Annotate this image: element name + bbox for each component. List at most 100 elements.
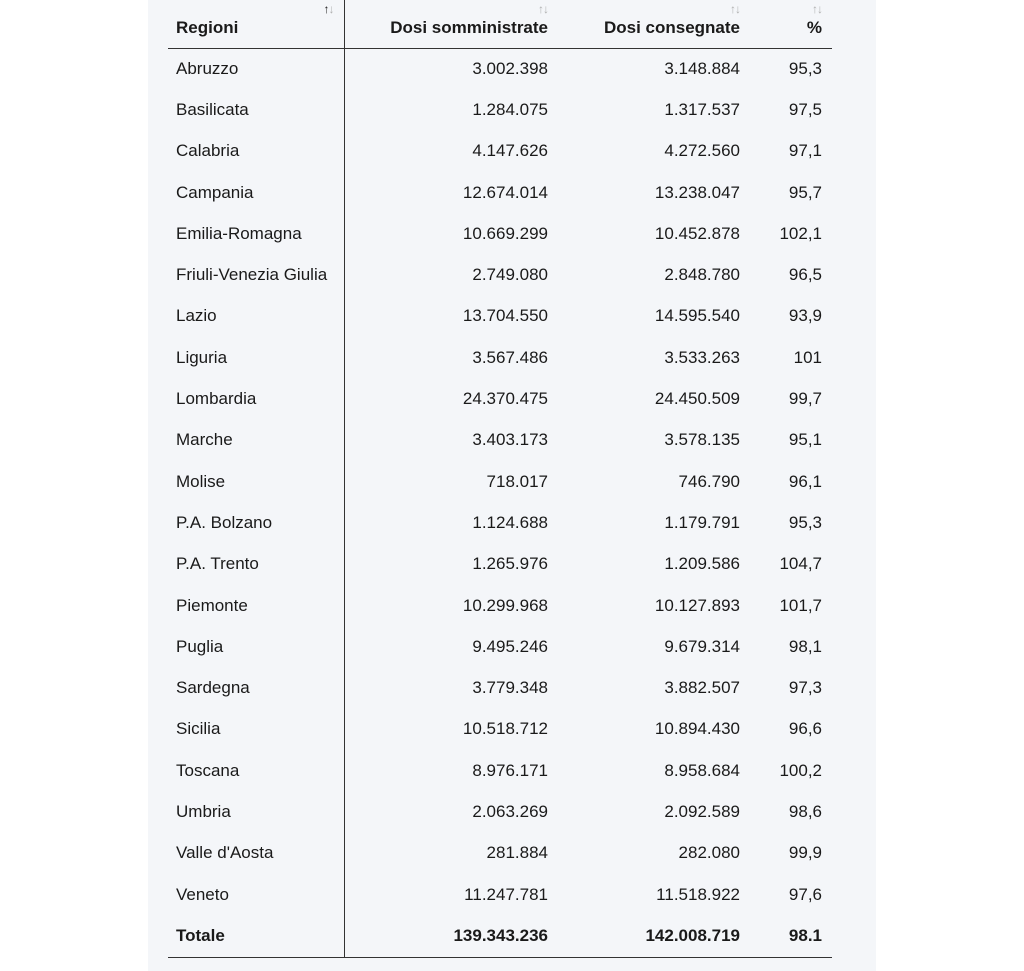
- cell-administered: 10.299.968: [462, 595, 548, 615]
- cell-administered: 13.704.550: [462, 306, 548, 326]
- cell-delivered: 2.848.780: [664, 265, 740, 285]
- cell-delivered: 282.080: [678, 843, 740, 863]
- column-header-administered[interactable]: ↑↓ Dosi somministrate: [344, 0, 558, 49]
- cell-delivered: 10.127.893: [654, 595, 740, 615]
- cell-percent: 93,9: [788, 306, 822, 326]
- cell-region: Sardegna: [168, 667, 345, 709]
- cell-administered: 8.976.171: [472, 760, 548, 780]
- cell-delivered: 10.894.430: [654, 719, 740, 739]
- table-total-row: Totale 139.343.236 142.008.719 98.1: [168, 915, 832, 958]
- cell-percent: 98,6: [788, 801, 822, 821]
- table-row: Molise 718.017 746.790 96,1: [168, 460, 832, 503]
- vaccine-doses-table: ↑↓ Regioni ↑↓ Dosi somministrate ↑↓ Dosi…: [168, 0, 832, 958]
- cell-region: Liguria: [168, 337, 345, 379]
- cell-region: Lombardia: [168, 378, 345, 420]
- cell-delivered: 1.317.537: [664, 99, 740, 119]
- table-row: Valle d'Aosta 281.884 282.080 99,9: [168, 832, 832, 874]
- cell-percent: 95,1: [788, 430, 822, 450]
- cell-administered: 9.495.246: [472, 636, 548, 656]
- cell-delivered: 2.092.589: [664, 801, 740, 821]
- cell-delivered: 4.272.560: [664, 141, 740, 161]
- cell-administered: 3.779.348: [472, 678, 548, 698]
- cell-administered: 718.017: [486, 471, 548, 491]
- sort-descending-icon: ↓: [817, 2, 823, 16]
- column-header-percent[interactable]: ↑↓ %: [750, 0, 832, 49]
- cell-percent: 95,7: [788, 182, 822, 202]
- cell-percent: 96,6: [788, 719, 822, 739]
- cell-delivered: 3.882.507: [664, 678, 740, 698]
- cell-percent: 97,6: [788, 884, 822, 904]
- cell-region: Friuli-Venezia Giulia: [168, 254, 345, 296]
- column-header-label: %: [806, 17, 822, 37]
- cell-region: Puglia: [168, 626, 345, 668]
- table-row: Piemonte 10.299.968 10.127.893 101,7: [168, 584, 832, 627]
- cell-administered: 3.403.173: [472, 430, 548, 450]
- sort-ascending-icon: ↑: [730, 2, 736, 16]
- cell-administered: 10.518.712: [462, 719, 548, 739]
- cell-percent: 99,7: [788, 389, 822, 409]
- cell-administered: 2.749.080: [472, 265, 548, 285]
- column-header-delivered[interactable]: ↑↓ Dosi consegnate: [558, 0, 750, 49]
- cell-region: Piemonte: [168, 584, 345, 627]
- table-row: Umbria 2.063.269 2.092.589 98,6: [168, 791, 832, 833]
- cell-region: Molise: [168, 460, 345, 503]
- sort-descending-icon: ↓: [735, 2, 741, 16]
- cell-administered: 10.669.299: [462, 223, 548, 243]
- cell-administered: 139.343.236: [344, 915, 558, 958]
- cell-percent: 97,1: [788, 141, 822, 161]
- cell-administered: 1.284.075: [472, 99, 548, 119]
- cell-percent: 97,5: [788, 99, 822, 119]
- cell-delivered: 11.518.922: [656, 884, 740, 904]
- table-row: Basilicata 1.284.075 1.317.537 97,5: [168, 89, 832, 131]
- cell-percent: 96,1: [788, 471, 822, 491]
- table-row: Emilia-Romagna 10.669.299 10.452.878 102…: [168, 213, 832, 255]
- table-row: Marche 3.403.173 3.578.135 95,1: [168, 419, 832, 461]
- sort-toggle-administered[interactable]: ↑↓: [538, 2, 549, 16]
- cell-region: Marche: [168, 419, 345, 461]
- table-row: Abruzzo 3.002.398 3.148.884 95,3: [168, 48, 832, 90]
- cell-administered: 3.567.486: [472, 347, 548, 367]
- cell-delivered: 3.148.884: [664, 58, 740, 78]
- cell-administered: 12.674.014: [462, 182, 548, 202]
- table-row: Sicilia 10.518.712 10.894.430 96,6: [168, 708, 832, 751]
- cell-region: Basilicata: [168, 89, 345, 131]
- table-row: Calabria 4.147.626 4.272.560 97,1: [168, 130, 832, 172]
- cell-region: Sicilia: [168, 708, 345, 751]
- cell-region: Abruzzo: [168, 48, 345, 90]
- table-row: Toscana 8.976.171 8.958.684 100,2: [168, 750, 832, 792]
- cell-region: Calabria: [168, 130, 345, 172]
- cell-percent: 97,3: [788, 678, 822, 698]
- sort-ascending-icon: ↑: [812, 2, 818, 16]
- sort-descending-icon: ↓: [328, 2, 335, 16]
- cell-administered: 11.247.781: [464, 884, 548, 904]
- cell-region: Umbria: [168, 791, 345, 833]
- cell-region: P.A. Bolzano: [168, 502, 345, 544]
- column-header-label: Regioni: [176, 17, 239, 37]
- column-header-label: Dosi consegnate: [603, 17, 740, 37]
- sort-toggle-regions[interactable]: ↑↓: [324, 2, 335, 16]
- sort-toggle-delivered[interactable]: ↑↓: [730, 2, 741, 16]
- cell-delivered: 9.679.314: [664, 636, 740, 656]
- cell-region: Toscana: [168, 750, 345, 792]
- table-body: Abruzzo 3.002.398 3.148.884 95,3 Basilic…: [168, 48, 832, 958]
- cell-delivered: 746.790: [678, 471, 740, 491]
- table-row: P.A. Bolzano 1.124.688 1.179.791 95,3: [168, 502, 832, 544]
- cell-region: Campania: [168, 171, 345, 214]
- cell-delivered: 1.209.586: [664, 554, 740, 574]
- cell-percent: 99,9: [788, 843, 822, 863]
- table-header-row: ↑↓ Regioni ↑↓ Dosi somministrate ↑↓ Dosi…: [168, 0, 832, 49]
- table-row: Friuli-Venezia Giulia 2.749.080 2.848.78…: [168, 254, 832, 296]
- cell-administered: 2.063.269: [472, 801, 548, 821]
- cell-delivered: 1.179.791: [664, 512, 740, 532]
- cell-percent: 101,7: [779, 595, 822, 615]
- column-header-regions[interactable]: ↑↓ Regioni: [168, 0, 345, 49]
- cell-region: Totale: [168, 915, 345, 958]
- cell-delivered: 3.578.135: [664, 430, 740, 450]
- cell-administered: 4.147.626: [472, 141, 548, 161]
- cell-region: Veneto: [168, 873, 345, 916]
- table-row: Puglia 9.495.246 9.679.314 98,1: [168, 626, 832, 668]
- table-row: Lombardia 24.370.475 24.450.509 99,7: [168, 378, 832, 420]
- cell-administered: 3.002.398: [472, 58, 548, 78]
- cell-administered: 1.265.976: [472, 554, 548, 574]
- sort-toggle-percent[interactable]: ↑↓: [812, 2, 823, 16]
